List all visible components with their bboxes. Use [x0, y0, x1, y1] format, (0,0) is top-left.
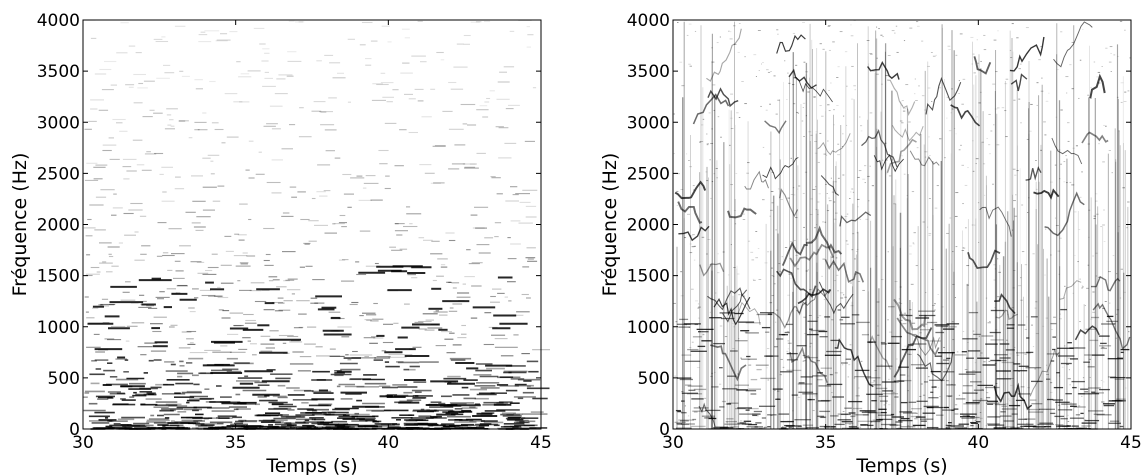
- y-tick-label: 2500: [37, 164, 80, 184]
- y-tick-label: 0: [659, 420, 670, 440]
- x-tick-label: 30: [72, 433, 94, 453]
- x-tick-label: 45: [530, 433, 552, 453]
- y-tick-label: 2500: [627, 164, 670, 184]
- x-tick-label: 40: [378, 433, 400, 453]
- y-axis-label: Fréquence (Hz): [9, 153, 31, 297]
- y-tick-label: 3500: [37, 62, 80, 82]
- y-tick-label: 3500: [627, 62, 670, 82]
- y-tick-label: 2000: [37, 216, 80, 236]
- y-tick-label: 500: [48, 369, 80, 389]
- y-tick-label: 2000: [627, 216, 670, 236]
- x-tick-label: 35: [815, 433, 837, 453]
- y-tick-label: 3000: [37, 113, 80, 133]
- x-tick-label: 35: [225, 433, 247, 453]
- y-tick-label: 0: [69, 420, 80, 440]
- y-axis-label: Fréquence (Hz): [599, 153, 621, 297]
- y-tick-label: 1500: [627, 267, 670, 287]
- x-tick-label: 40: [968, 433, 990, 453]
- y-tick-label: 3000: [627, 113, 670, 133]
- spectrogram-panel-left: 30 35 40 45 0 500 1000 1500 2000 2500 3000 3500 4000…: [9, 11, 552, 475]
- x-axis-label: Temps (s): [855, 455, 947, 475]
- y-tick-label: 500: [638, 369, 670, 389]
- x-tick-label: 45: [1120, 433, 1142, 453]
- spectrogram-panel-right: 30 35 40 45 0 500 1000 1500 2000 2500 3000 3500 4000…: [599, 11, 1142, 475]
- y-tick-label: 4000: [37, 11, 80, 31]
- y-tick-label: 4000: [627, 11, 670, 31]
- y-tick-label: 1000: [627, 318, 670, 338]
- spectrogram-image: [673, 19, 1132, 430]
- spectrogram-image: [83, 19, 550, 430]
- x-axis-label: Temps (s): [265, 455, 357, 475]
- x-tick-label: 30: [662, 433, 684, 453]
- y-tick-label: 1000: [37, 318, 80, 338]
- y-tick-label: 1500: [37, 267, 80, 287]
